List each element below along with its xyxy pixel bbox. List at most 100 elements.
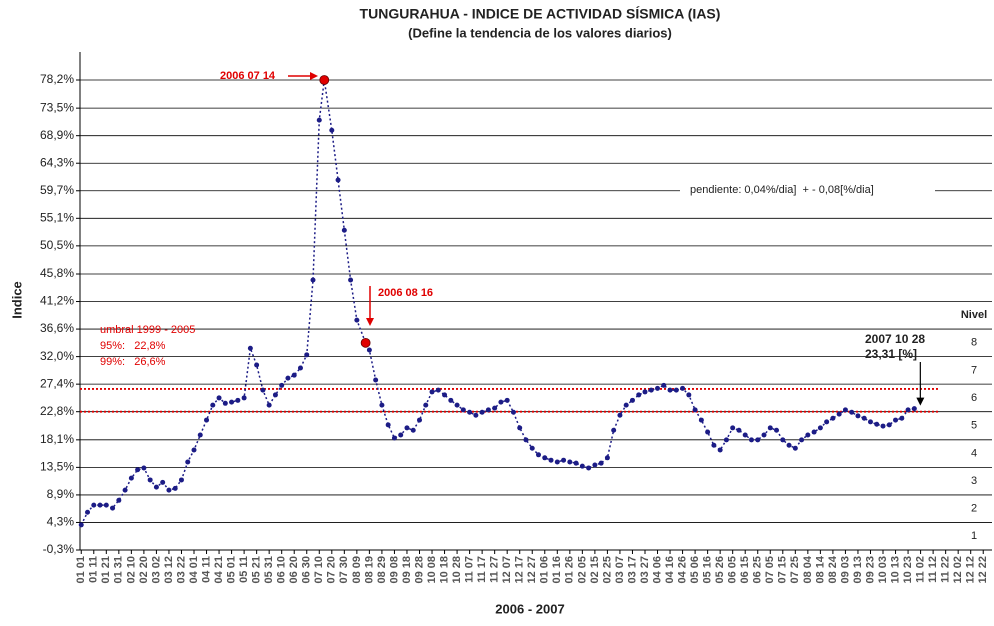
data-point <box>905 407 911 413</box>
data-point <box>354 317 360 323</box>
data-point <box>279 382 285 388</box>
x-tick-label: 08 19 <box>363 556 375 584</box>
x-tick-label: 01 31 <box>113 556 125 584</box>
level-label: 3 <box>971 475 977 487</box>
x-tick-label: 11 02 <box>914 556 926 583</box>
data-point <box>204 417 210 423</box>
data-point <box>761 432 767 438</box>
data-point <box>811 429 817 435</box>
data-point <box>153 484 159 490</box>
data-point <box>617 412 623 418</box>
data-point <box>667 387 673 393</box>
data-point <box>348 277 354 283</box>
data-point <box>755 437 761 443</box>
data-point <box>266 402 272 408</box>
x-tick-label: 04 06 <box>651 556 663 584</box>
x-tick-label: 06 05 <box>727 556 739 584</box>
data-point <box>429 389 435 395</box>
data-point <box>473 412 479 418</box>
data-point <box>579 463 585 469</box>
data-point <box>517 425 523 431</box>
data-point <box>454 402 460 408</box>
data-point <box>222 400 228 406</box>
x-tick-label: 04 26 <box>676 556 688 584</box>
data-point <box>874 421 880 427</box>
data-point <box>448 397 454 403</box>
data-point <box>398 432 404 438</box>
data-point <box>799 437 805 443</box>
x-tick-label: 06 15 <box>739 556 751 584</box>
x-tick-label: 11 07 <box>464 556 476 583</box>
x-tick-label: 09 28 <box>413 556 425 584</box>
x-tick-label: 09 08 <box>388 556 400 584</box>
data-point <box>166 487 172 493</box>
x-tick-label: 02 20 <box>138 556 150 584</box>
data-point <box>805 432 811 438</box>
data-point <box>661 382 667 388</box>
data-point <box>291 372 297 378</box>
note-box <box>680 181 935 199</box>
data-point <box>185 459 191 465</box>
x-tick-label: 01 21 <box>100 556 112 584</box>
x-tick-label: 03 12 <box>163 556 175 584</box>
x-tick-label: 09 13 <box>852 556 864 584</box>
y-tick-label: 36,6% <box>40 321 74 335</box>
x-tick-label: 05 06 <box>689 556 701 584</box>
threshold-label: 95%: 22,8% <box>100 340 166 352</box>
data-point <box>78 522 84 528</box>
x-tick-label: 08 24 <box>827 555 839 583</box>
data-point <box>272 392 278 398</box>
data-point <box>366 347 372 353</box>
y-tick-label: 8,9% <box>47 487 75 501</box>
threshold-title: umbral 1999 - 2005 <box>100 324 195 336</box>
data-point <box>391 435 397 441</box>
data-point <box>379 402 385 408</box>
x-tick-label: 05 26 <box>714 556 726 584</box>
x-tick-label: 09 18 <box>401 556 413 584</box>
data-point <box>260 387 266 393</box>
y-tick-label: 50,5% <box>40 238 74 252</box>
data-point <box>855 413 861 419</box>
level-label: 6 <box>971 392 977 404</box>
data-point <box>824 419 830 425</box>
data-point <box>717 447 723 453</box>
data-point <box>385 422 391 428</box>
data-point <box>893 417 899 423</box>
y-tick-label: 13,5% <box>40 460 74 474</box>
data-point <box>542 455 548 461</box>
level-label: 5 <box>971 420 977 432</box>
data-point <box>297 365 303 371</box>
y-tick-label: 55,1% <box>40 210 74 224</box>
data-point <box>235 397 241 403</box>
data-point <box>767 425 773 431</box>
x-tick-label: 03 22 <box>175 556 187 584</box>
x-tick-label: 01 01 <box>75 556 87 584</box>
data-point <box>548 457 554 463</box>
data-point <box>404 425 410 431</box>
data-point <box>341 227 347 233</box>
data-point <box>598 460 604 466</box>
y-tick-label: 68,9% <box>40 128 74 142</box>
data-point <box>97 502 103 508</box>
series-line <box>80 79 915 526</box>
end-value: 23,31 [%] <box>865 347 917 361</box>
level-label: 1 <box>971 530 977 542</box>
x-tick-label: 07 10 <box>313 556 325 584</box>
data-point <box>536 452 542 458</box>
data-point <box>241 395 247 401</box>
x-tick-label: 10 13 <box>889 556 901 584</box>
x-tick-label: 11 12 <box>927 556 939 583</box>
x-tick-label: 10 23 <box>902 556 914 584</box>
data-point <box>416 417 422 423</box>
y-tick-label: 32,0% <box>40 349 74 363</box>
data-point <box>504 397 510 403</box>
data-point <box>85 509 91 515</box>
y-tick-label: 27,4% <box>40 376 74 390</box>
data-point <box>485 407 491 413</box>
data-point <box>160 479 166 485</box>
data-point <box>780 437 786 443</box>
data-point <box>830 415 836 421</box>
y-tick-label: 22,8% <box>40 404 74 418</box>
data-point <box>567 459 573 465</box>
